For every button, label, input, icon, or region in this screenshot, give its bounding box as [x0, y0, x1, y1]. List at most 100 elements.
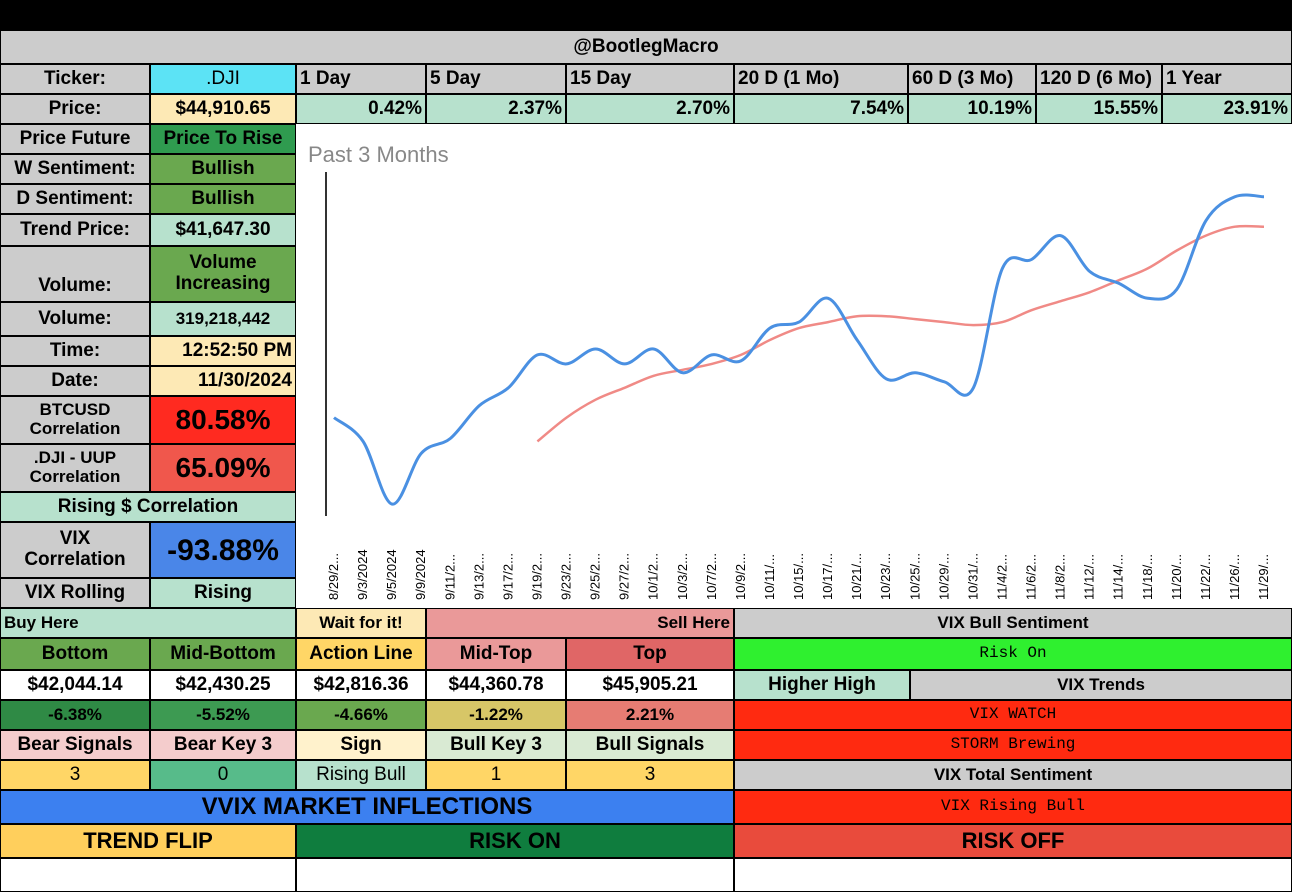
- x-tick-label: 11/4/2...: [994, 554, 1009, 600]
- vix-watch-status: VIX WATCH: [734, 700, 1292, 730]
- x-tick-label: 9/17/2...: [500, 553, 515, 600]
- period-label-15d: 15 Day: [566, 64, 734, 94]
- x-tick-label: 10/31/...: [965, 553, 980, 600]
- risk-on-header: RISK ON: [296, 824, 734, 858]
- x-tick-label: 9/23/2...: [559, 553, 574, 600]
- trend-price-label: Trend Price:: [0, 214, 150, 246]
- x-tick-label: 9/3/2024: [355, 549, 370, 600]
- x-tick-label: 11/6/2...: [1024, 554, 1039, 600]
- x-tick-label: 11/14/...: [1111, 554, 1126, 600]
- x-tick-label: 10/17/...: [820, 553, 835, 600]
- period-label-5d: 5 Day: [426, 64, 566, 94]
- price-future-value: Price To Rise: [150, 124, 296, 154]
- level-price-top: $45,905.21: [566, 670, 734, 700]
- vix-trends-label: VIX Trends: [910, 670, 1292, 700]
- signal-header-bull-key-3: Bull Key 3: [426, 730, 566, 760]
- level-price-action-line: $42,816.36: [296, 670, 426, 700]
- period-label-1y: 1 Year: [1162, 64, 1292, 94]
- period-label-120d: 120 D (6 Mo): [1036, 64, 1162, 94]
- price-value: $44,910.65: [150, 94, 296, 124]
- level-header-mid-bottom: Mid-Bottom: [150, 638, 296, 670]
- signal-value-bear-key-3: 0: [150, 760, 296, 790]
- x-tick-label: 11/18/...: [1140, 554, 1155, 600]
- vix-rolling-label: VIX Rolling: [0, 578, 150, 608]
- risk-on-value-cell[interactable]: [296, 858, 734, 892]
- ticker-input[interactable]: .DJI: [150, 64, 296, 94]
- btc-correlation-value: 80.58%: [150, 396, 296, 444]
- x-tick-label: 11/8/2...: [1053, 554, 1068, 600]
- x-tick-label: 11/20/...: [1169, 554, 1184, 600]
- ticker-label: Ticker:: [0, 64, 150, 94]
- volume-label: Volume:: [0, 302, 150, 336]
- signal-value-bull-key-3: 1: [426, 760, 566, 790]
- level-header-bottom: Bottom: [0, 638, 150, 670]
- risk-off-header: RISK OFF: [734, 824, 1292, 858]
- btc-correlation-label-line1: BTCUSD: [39, 400, 111, 420]
- vix-correlation-label-line2: Correlation: [24, 549, 126, 570]
- x-tick-label: 9/25/2...: [588, 553, 603, 600]
- sell-here-label: Sell Here: [426, 608, 734, 638]
- volume-trend-label-text: Volume:: [38, 275, 112, 297]
- signal-value-sign: Rising Bull: [296, 760, 426, 790]
- signal-header-bear-key-3: Bear Key 3: [150, 730, 296, 760]
- handle-title: @BootlegMacro: [0, 30, 1292, 64]
- signal-header-sign: Sign: [296, 730, 426, 760]
- x-tick-label: 10/25/...: [907, 553, 922, 600]
- period-label-1d: 1 Day: [296, 64, 426, 94]
- period-value-120d: 15.55%: [1036, 94, 1162, 124]
- vix-rising-bull-status: VIX Rising Bull: [734, 790, 1292, 824]
- uup-correlation-label-line2: Correlation: [29, 467, 121, 486]
- period-value-1y: 23.91%: [1162, 94, 1292, 124]
- price-chart: Past 3 Months 8/29/2... 9/3/2024 9/5/2024 9…: [296, 124, 1292, 606]
- x-tick-label: 10/21/...: [849, 553, 864, 600]
- period-value-15d: 2.70%: [566, 94, 734, 124]
- level-pct-action-line: -4.66%: [296, 700, 426, 730]
- level-price-mid-bottom: $42,430.25: [150, 670, 296, 700]
- rising-correlation: Rising $ Correlation: [0, 492, 296, 522]
- vix-correlation-label-line1: VIX: [59, 528, 91, 550]
- level-header-action-line: Action Line: [296, 638, 426, 670]
- x-tick-label: 10/3/2...: [675, 553, 690, 600]
- price-chart-svg: Past 3 Months 8/29/2... 9/3/2024 9/5/2024 9…: [308, 142, 1271, 600]
- chart-title: Past 3 Months: [308, 142, 449, 167]
- signal-value-bull-signals: 3: [566, 760, 734, 790]
- d-sentiment-label: D Sentiment:: [0, 184, 150, 214]
- trend-flip-header: TREND FLIP: [0, 824, 296, 858]
- level-pct-bottom: -6.38%: [0, 700, 150, 730]
- x-tick-label: 9/19/2...: [529, 553, 544, 600]
- level-price-mid-top: $44,360.78: [426, 670, 566, 700]
- level-header-mid-top: Mid-Top: [426, 638, 566, 670]
- frozen-header-bar: [0, 0, 1292, 30]
- vix-rolling-value: Rising: [150, 578, 296, 608]
- wait-label: Wait for it!: [296, 608, 426, 638]
- vix-correlation-label: VIX Correlation: [0, 522, 150, 578]
- price-future-label: Price Future: [0, 124, 150, 154]
- trend-price-value: $41,647.30: [150, 214, 296, 246]
- x-tick-label: 8/29/2...: [326, 553, 341, 600]
- x-tick-label: 10/9/2...: [733, 553, 748, 600]
- d-sentiment-value: Bullish: [150, 184, 296, 214]
- x-tick-label: 11/29/...: [1256, 554, 1271, 600]
- risk-off-value-cell[interactable]: [734, 858, 1292, 892]
- date-label: Date:: [0, 366, 150, 396]
- level-price-bottom: $42,044.14: [0, 670, 150, 700]
- price-label: Price:: [0, 94, 150, 124]
- signal-header-bear-signals: Bear Signals: [0, 730, 150, 760]
- trend-flip-value-cell[interactable]: [0, 858, 296, 892]
- level-pct-mid-top: -1.22%: [426, 700, 566, 730]
- x-tick-label: 9/27/2...: [617, 553, 632, 600]
- uup-correlation-label-line1: .DJI - UUP: [33, 448, 117, 468]
- level-pct-top: 2.21%: [566, 700, 734, 730]
- vvix-inflections-title: VVIX MARKET INFLECTIONS: [0, 790, 734, 824]
- volume-trend-value-line2: Increasing: [175, 273, 271, 294]
- volume-trend-label: Volume:: [0, 246, 150, 302]
- period-value-5d: 2.37%: [426, 94, 566, 124]
- trend-series-line: [536, 224, 1265, 443]
- time-label: Time:: [0, 336, 150, 366]
- period-value-60d: 10.19%: [908, 94, 1036, 124]
- w-sentiment-value: Bullish: [150, 154, 296, 184]
- vix-correlation-value: -93.88%: [150, 522, 296, 578]
- signal-header-bull-signals: Bull Signals: [566, 730, 734, 760]
- x-tick-label: 11/26/...: [1227, 554, 1242, 600]
